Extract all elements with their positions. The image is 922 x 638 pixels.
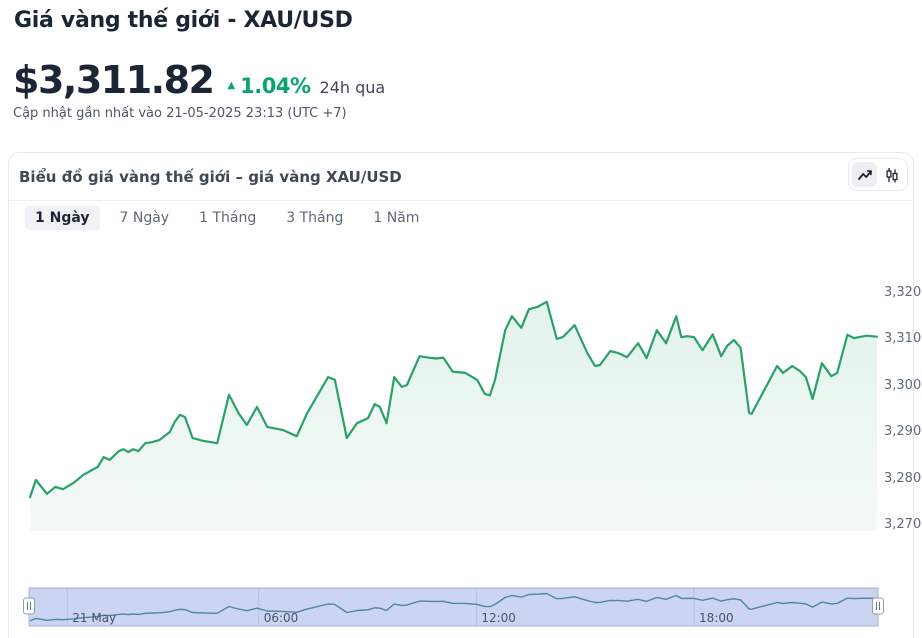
- range-tab-7-ngày[interactable]: 7 Ngày: [110, 206, 180, 230]
- update-timestamp: Cập nhật gần nhất vào 21-05-2025 23:13 (…: [13, 106, 347, 121]
- candlestick-chart-icon: [885, 167, 898, 182]
- line-chart-button[interactable]: [852, 162, 877, 187]
- navigator-right-handle[interactable]: [872, 597, 884, 615]
- navigator-label-06:00: 06:00: [263, 611, 299, 625]
- change-up-icon: ▲: [227, 80, 236, 91]
- chart-type-toggle: [848, 158, 908, 191]
- navigator-label-21-may: 21 May: [72, 611, 117, 625]
- price-value: $3,311.82: [13, 58, 215, 102]
- page-title: Giá vàng thế giới - XAU/USD: [14, 8, 353, 33]
- price-chart[interactable]: [0, 245, 922, 537]
- navigator-label-18:00: 18:00: [699, 611, 734, 625]
- navigator-label-12:00: 12:00: [481, 611, 516, 625]
- price-row: $3,311.82 ▲ 1.04% 24h qua: [13, 58, 385, 102]
- range-tab-1-năm[interactable]: 1 Năm: [363, 206, 429, 230]
- y-axis-tick-3290: 3,290: [884, 424, 922, 439]
- chart-card-header: Biểu đồ giá vàng thế giới – giá vàng XAU…: [9, 153, 913, 201]
- navigator-series-line: [29, 592, 878, 622]
- range-tabs: 1 Ngày 7 Ngày 1 Tháng 3 Tháng 1 Năm: [25, 206, 429, 230]
- line-chart-icon: [857, 169, 872, 180]
- chart-section-title: Biểu đồ giá vàng thế giới – giá vàng XAU…: [19, 168, 402, 186]
- change-period: 24h qua: [319, 78, 386, 97]
- chart-card: Biểu đồ giá vàng thế giới – giá vàng XAU…: [8, 152, 914, 638]
- y-axis-tick-3320: 3,320: [884, 284, 922, 300]
- price-area-fill: [30, 301, 877, 531]
- price-line: [28, 300, 879, 499]
- candlestick-chart-button[interactable]: [879, 162, 904, 187]
- navigator-track[interactable]: [28, 587, 879, 627]
- y-axis-tick-3300: 3,300: [884, 377, 922, 393]
- change-percent: 1.04%: [240, 74, 311, 98]
- y-axis-tick-3270: 3,270: [884, 517, 922, 532]
- range-tab-3-tháng[interactable]: 3 Tháng: [276, 206, 353, 230]
- range-tab-1-tháng[interactable]: 1 Tháng: [189, 206, 266, 230]
- y-axis-tick-3310: 3,310: [884, 331, 922, 346]
- navigator-left-handle[interactable]: [23, 597, 35, 615]
- chart-navigator[interactable]: [0, 580, 922, 638]
- range-tab-1-ngày[interactable]: 1 Ngày: [25, 206, 100, 230]
- y-axis-tick-3280: 3,280: [884, 470, 922, 486]
